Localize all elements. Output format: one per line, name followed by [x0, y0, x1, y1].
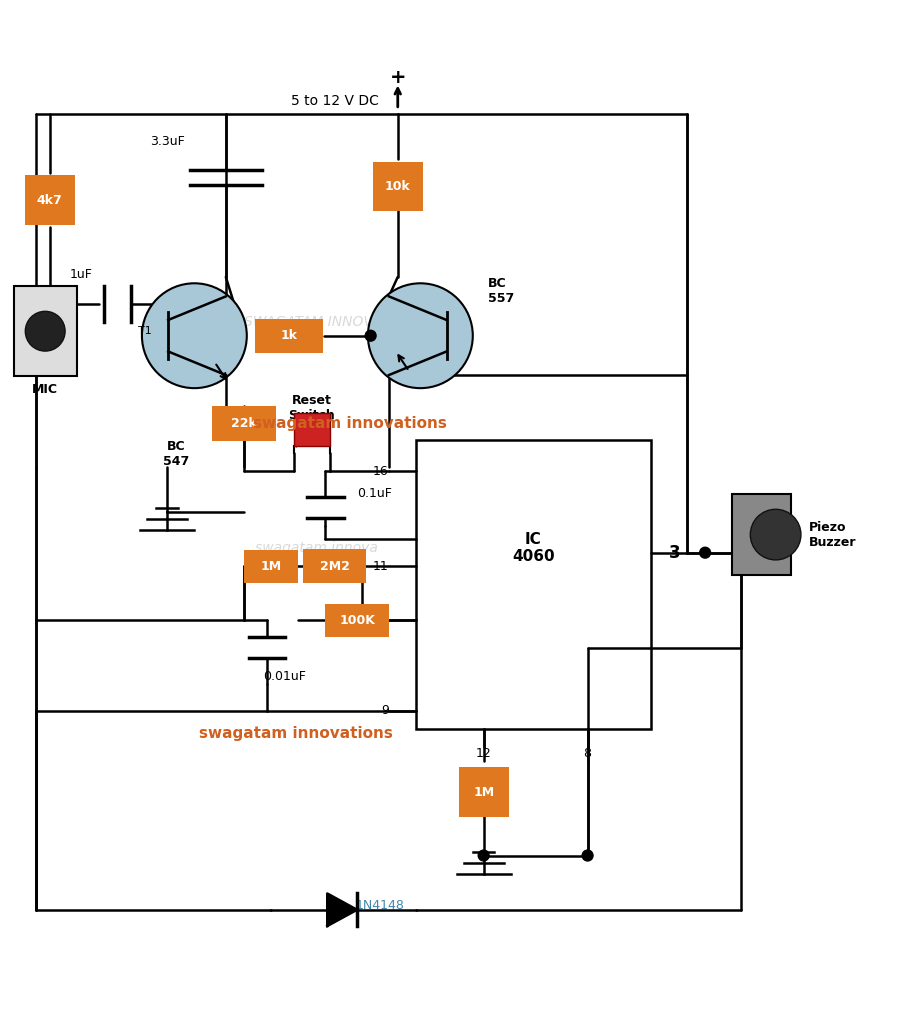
Circle shape: [25, 311, 65, 351]
Text: 0.1uF: 0.1uF: [357, 487, 392, 501]
Text: 0.01uF: 0.01uF: [263, 670, 306, 683]
FancyBboxPatch shape: [25, 175, 75, 225]
Text: 9: 9: [380, 705, 388, 718]
Text: 3: 3: [668, 544, 680, 562]
Text: swagatam innova: swagatam innova: [255, 541, 377, 555]
Text: swagatam innovations: swagatam innovations: [199, 726, 392, 741]
Text: T1: T1: [137, 327, 152, 336]
Circle shape: [368, 284, 472, 388]
Text: SWAGATAM INNOVAT: SWAGATAM INNOVAT: [244, 315, 388, 329]
Circle shape: [142, 284, 247, 388]
Bar: [731, 494, 790, 575]
FancyBboxPatch shape: [14, 286, 77, 377]
Text: 2M2: 2M2: [319, 560, 349, 572]
FancyBboxPatch shape: [293, 414, 330, 446]
Text: 5 to 12 V DC: 5 to 12 V DC: [290, 93, 378, 108]
FancyBboxPatch shape: [303, 549, 366, 584]
Bar: [415, 439, 650, 729]
Text: BC
557: BC 557: [488, 276, 514, 304]
Text: BC
547: BC 547: [163, 439, 190, 468]
Text: 11: 11: [373, 560, 388, 572]
Circle shape: [749, 509, 800, 560]
FancyBboxPatch shape: [459, 767, 508, 817]
Text: 10: 10: [372, 614, 388, 627]
Circle shape: [365, 331, 376, 341]
Polygon shape: [327, 894, 357, 926]
Circle shape: [478, 850, 489, 861]
Text: 1uF: 1uF: [70, 268, 93, 282]
Text: 12: 12: [475, 748, 491, 760]
Text: +: +: [389, 69, 405, 87]
FancyBboxPatch shape: [256, 318, 323, 353]
Text: 1k: 1k: [281, 330, 297, 342]
Text: 4k7: 4k7: [37, 194, 62, 207]
Text: 1M: 1M: [472, 785, 494, 799]
Text: 3.3uF: 3.3uF: [150, 135, 184, 147]
Text: Reset
Switch: Reset Switch: [288, 394, 335, 422]
FancyBboxPatch shape: [244, 550, 298, 583]
Text: 8: 8: [583, 748, 591, 760]
Circle shape: [699, 547, 710, 558]
Text: swagatam innovations: swagatam innovations: [253, 416, 446, 431]
FancyBboxPatch shape: [212, 407, 275, 440]
Text: 10k: 10k: [385, 180, 410, 194]
FancyBboxPatch shape: [372, 162, 423, 211]
Text: 100K: 100K: [339, 614, 375, 627]
Text: 16: 16: [373, 465, 388, 478]
FancyBboxPatch shape: [325, 604, 388, 637]
Text: 1M: 1M: [260, 560, 282, 572]
Text: 22k: 22k: [231, 417, 256, 430]
Text: MIC: MIC: [33, 383, 58, 395]
Text: Piezo
Buzzer: Piezo Buzzer: [808, 520, 856, 549]
Text: IC
4060: IC 4060: [511, 531, 554, 564]
Circle shape: [582, 850, 592, 861]
Text: 1N4148: 1N4148: [355, 899, 404, 911]
